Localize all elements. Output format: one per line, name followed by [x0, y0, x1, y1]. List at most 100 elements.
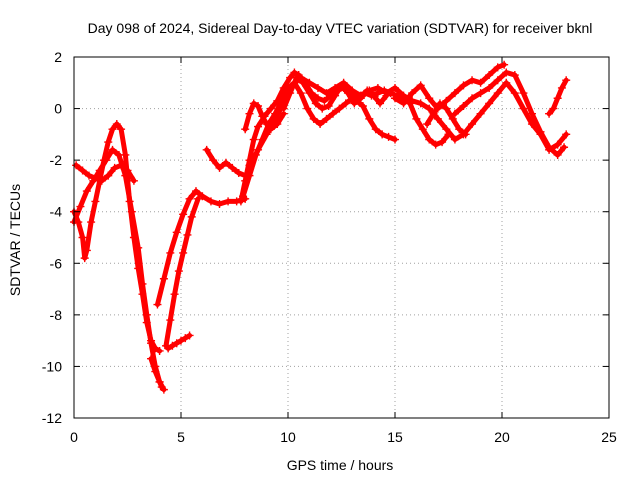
data-point [519, 104, 528, 113]
data-point [311, 99, 320, 108]
data-point [545, 143, 554, 152]
data-point [104, 171, 113, 180]
data-point [335, 104, 344, 113]
y-tick-label: 0 [54, 101, 62, 117]
data-point [468, 120, 477, 129]
data-point [459, 81, 468, 90]
data-point [391, 135, 399, 144]
data-point [322, 89, 331, 98]
data-point [254, 122, 263, 131]
x-tick-label: 20 [494, 429, 510, 445]
data-point [485, 71, 494, 80]
data-point [442, 104, 451, 113]
data-point [527, 109, 536, 118]
data-point [138, 279, 147, 288]
data-point [399, 99, 408, 108]
data-point [174, 267, 183, 276]
data-point [429, 109, 438, 118]
y-axis-label: SDTVAR / TECUs [7, 184, 23, 296]
data-point [435, 99, 444, 108]
data-point [236, 197, 245, 206]
data-point [468, 94, 477, 103]
y-tick-label: -12 [42, 410, 62, 426]
data-point [95, 166, 104, 175]
data-point [117, 125, 126, 134]
data-point [254, 145, 263, 154]
data-point [78, 233, 87, 242]
data-point [104, 138, 113, 147]
data-point [553, 94, 562, 103]
data-point [286, 89, 295, 98]
plot-frame [73, 56, 610, 419]
data-point [545, 109, 554, 118]
data-point [316, 120, 325, 129]
data-point [153, 300, 162, 309]
series-arc-8 [202, 145, 250, 180]
data-point [142, 310, 151, 319]
series-band [71, 147, 165, 390]
data-point [123, 166, 132, 175]
data-point [493, 63, 502, 72]
data-point [476, 89, 485, 98]
data-point [228, 163, 237, 172]
data-point [206, 197, 215, 206]
data-point [102, 156, 111, 165]
series-arc-17 [545, 76, 571, 118]
data-point [502, 68, 511, 77]
data-point [500, 60, 509, 69]
series-arc-15 [423, 99, 470, 139]
data-point [331, 91, 340, 100]
data-point [177, 336, 185, 345]
data-point [553, 150, 562, 159]
data-point [76, 202, 85, 211]
data-point [155, 346, 164, 355]
data-point [324, 101, 333, 110]
data-point [249, 99, 258, 108]
data-point [194, 194, 203, 203]
data-point [476, 109, 485, 118]
data-point [313, 83, 322, 92]
data-point [309, 114, 318, 123]
data-point [198, 192, 207, 201]
data-point [181, 334, 190, 343]
data-point [179, 248, 188, 257]
x-tick-label: 0 [70, 429, 78, 445]
y-axis-ticks: -12 -10 -8 -6 -4 -2 0 2 [42, 49, 609, 426]
series-arc-3 [72, 161, 138, 185]
data-point [84, 171, 93, 180]
data-point [147, 354, 156, 363]
data-point [168, 341, 177, 350]
data-point [412, 114, 421, 123]
data-point [249, 135, 258, 144]
data-point [485, 83, 494, 92]
data-point [418, 125, 427, 134]
data-point [425, 94, 434, 103]
data-point [328, 109, 337, 118]
data-point [510, 89, 519, 98]
data-point [271, 114, 280, 123]
data-point [350, 99, 359, 108]
series-arc-2 [70, 145, 166, 392]
data-point [108, 145, 117, 154]
data-point [425, 135, 434, 144]
data-point [258, 112, 267, 121]
data-point [476, 78, 485, 87]
y-tick-label: -2 [50, 152, 63, 168]
x-tick-label: 25 [601, 429, 617, 445]
chart-title: Day 098 of 2024, Sidereal Day-to-day VTE… [88, 20, 593, 36]
data-point [450, 89, 459, 98]
data-point [221, 158, 230, 167]
data-point [408, 89, 417, 98]
data-point [348, 86, 357, 95]
y-tick-label: -10 [42, 358, 62, 374]
data-point [245, 109, 254, 118]
data-point [502, 78, 511, 87]
data-point [493, 76, 502, 85]
data-point [461, 130, 470, 139]
data-point [320, 96, 329, 105]
data-point [166, 316, 175, 325]
data-point [185, 331, 194, 340]
data-point [164, 344, 173, 353]
data-point [262, 130, 271, 139]
data-point [234, 169, 243, 178]
